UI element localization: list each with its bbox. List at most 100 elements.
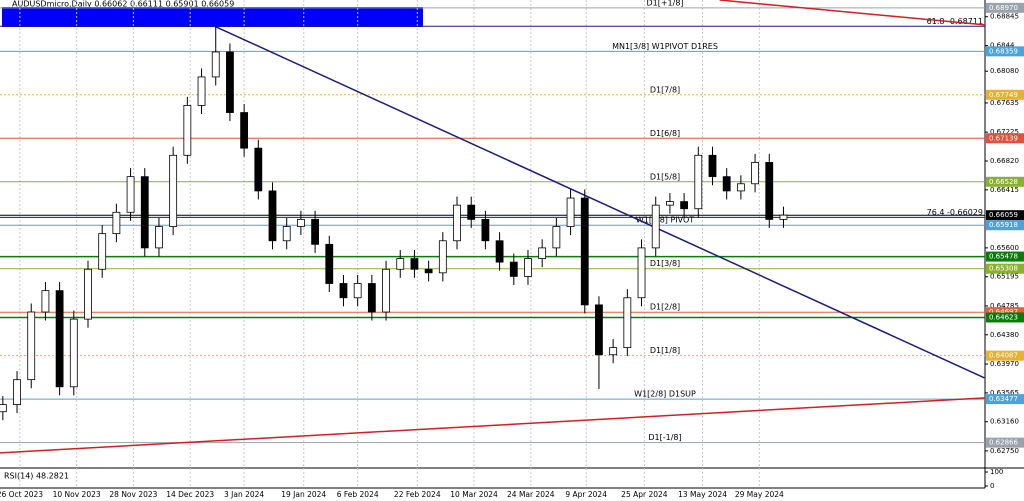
y-tick-label: 0.67635 (990, 99, 1019, 107)
candle-body (84, 268, 92, 320)
candle-body (226, 51, 234, 113)
candle-body (339, 283, 348, 299)
price-box-label: 0.65308 (989, 265, 1018, 273)
trend-line (214, 25, 985, 379)
x-tick-label: 10 Nov 2023 (53, 490, 101, 499)
candle-body (637, 247, 646, 299)
x-tick-label: 25 Apr 2024 (621, 490, 668, 499)
y-tick-label: 0.68080 (990, 67, 1019, 75)
candle-body (140, 176, 149, 249)
level-text: D1[2/8] (650, 303, 680, 312)
candle-body (197, 76, 206, 106)
candle-body (580, 197, 589, 306)
candle-body (623, 297, 632, 349)
candle-body (282, 226, 291, 242)
price-box-label: 0.65478 (989, 253, 1018, 261)
candle-body (566, 197, 575, 227)
price-box-label: 0.68359 (989, 47, 1018, 55)
indicator-tick-label: 0 (990, 482, 994, 490)
price-box (986, 263, 1024, 274)
level-text: D1[-1/8] (648, 433, 681, 442)
candle-body (495, 240, 504, 263)
candle-body (367, 283, 376, 313)
price-box-label: 0.65918 (989, 221, 1018, 229)
price-box (986, 133, 1024, 144)
candle-body (765, 162, 774, 220)
price-box-label: 0.64087 (989, 352, 1018, 360)
level-text: W1[2/8] D1SUP (634, 390, 696, 399)
indicator-tick-label: 100 (990, 468, 1003, 476)
price-box-label: 0.67139 (989, 134, 1018, 142)
candle-body (708, 154, 717, 178)
y-tick-label: 0.62750 (990, 447, 1019, 455)
header-box (2, 7, 423, 27)
price-box (986, 350, 1024, 361)
level-text: D1[6/8] (650, 129, 680, 138)
price-box-label: 0.63477 (989, 395, 1018, 403)
chart-title: AUDUSDmicro,Daily 0.66062 0.66111 0.6590… (12, 0, 234, 9)
trend-line (0, 397, 986, 454)
level-text: W1[3/8] PIVOT (636, 216, 694, 225)
level-text: MN1[3/8] W1PIVOT D1RES (612, 42, 718, 51)
price-box (986, 394, 1024, 405)
price-box (986, 46, 1024, 57)
candle-body (722, 176, 731, 192)
candle-body (98, 233, 107, 270)
candle-body (169, 154, 178, 227)
candle-body (751, 162, 759, 185)
y-tick-label: 0.65195 (990, 273, 1019, 281)
x-tick-label: 19 Jan 2024 (281, 490, 326, 499)
candle-body (325, 243, 334, 284)
candle-body (268, 190, 277, 242)
candle-body (254, 147, 263, 192)
candle-body (353, 283, 362, 299)
level-text: D1[1/8] (650, 346, 680, 355)
price-box (986, 220, 1024, 231)
level-text: 76.4 -0.66029 (927, 208, 983, 217)
y-tick-label: 0.66820 (990, 157, 1019, 165)
x-tick-label: 26 Oct 2023 (0, 490, 43, 499)
price-box-label: 0.64697 (989, 308, 1018, 316)
price-box (986, 251, 1024, 262)
price-box (986, 312, 1024, 323)
y-tick-label: 0.6844 (990, 42, 1015, 50)
candle-body (41, 290, 50, 313)
candle-body (55, 290, 64, 388)
x-tick-label: 3 Jan 2024 (224, 490, 264, 499)
candle-body (651, 204, 660, 249)
candle-body (524, 258, 532, 277)
candle-body (126, 176, 135, 213)
price-box (986, 2, 1024, 13)
x-tick-label: 24 Mar 2024 (507, 490, 555, 499)
price-box-label: 0.66528 (989, 178, 1018, 186)
y-tick-label: 0.68845 (990, 13, 1019, 21)
candle-body (666, 201, 674, 206)
price-box (986, 307, 1024, 318)
candle-body (396, 258, 405, 270)
candle-body (240, 112, 249, 149)
level-text: D1[7/8] (650, 85, 680, 94)
candle-body (453, 204, 461, 242)
trend-line (719, 0, 986, 26)
candle-body (69, 318, 78, 388)
candle-body (538, 247, 547, 259)
candle-body (27, 311, 36, 381)
price-box (986, 176, 1024, 187)
level-text: D1[5/8] (650, 172, 680, 181)
y-tick-label: 0.67225 (990, 128, 1019, 136)
indicator-title: RSI(14) 48.2821 (4, 472, 69, 481)
candle-body (552, 226, 561, 249)
candle-body (311, 218, 319, 245)
price-box (986, 437, 1024, 448)
y-tick-label: 0.63160 (990, 418, 1019, 426)
price-box-label: 0.67749 (989, 91, 1018, 99)
candle-body (424, 268, 433, 274)
candle-body (382, 268, 390, 313)
level-text: D1[3/8] (650, 259, 680, 268)
x-tick-label: 13 May 2024 (678, 490, 727, 499)
x-tick-label: 10 Mar 2024 (450, 490, 498, 499)
price-box-label: 0.68970 (989, 4, 1018, 12)
candle-body (694, 154, 703, 210)
